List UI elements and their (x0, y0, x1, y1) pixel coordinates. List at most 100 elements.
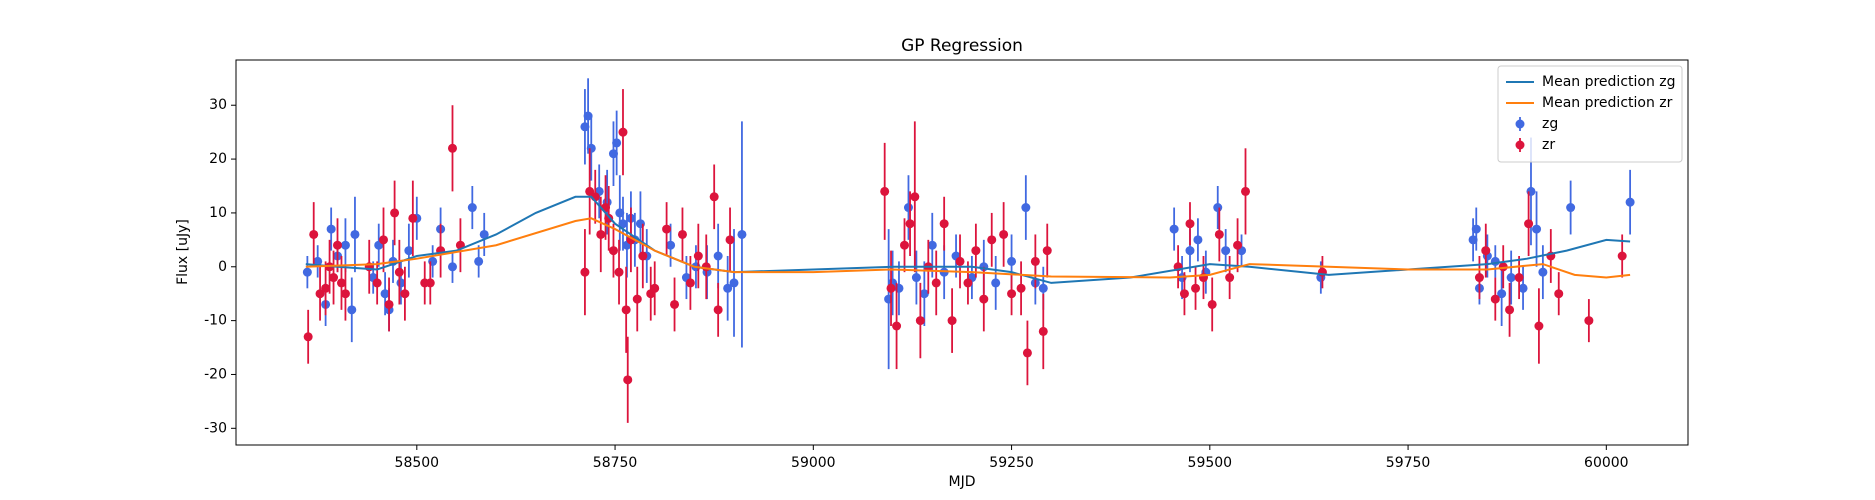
data-point (971, 246, 981, 256)
data-point (596, 229, 606, 239)
data-point (1481, 246, 1491, 256)
data-point (479, 229, 489, 239)
data-point (910, 192, 920, 202)
data-point (632, 294, 642, 304)
y-axis-label: Flux [uJy] (175, 219, 191, 285)
data-point (1497, 289, 1507, 299)
data-point (384, 299, 394, 309)
x-tick-label: 59750 (1386, 455, 1431, 471)
data-point (1221, 246, 1231, 256)
data-point (1193, 235, 1203, 245)
data-point (340, 240, 350, 250)
data-point (919, 289, 929, 299)
legend-swatch (1515, 140, 1525, 150)
plot-area (302, 78, 1635, 423)
data-point (336, 278, 346, 288)
data-point (677, 229, 687, 239)
data-point (404, 246, 414, 256)
legend-label: Mean prediction zr (1542, 95, 1673, 111)
data-point (650, 283, 660, 293)
y-tick-label: 30 (209, 97, 227, 113)
axes-frame (235, 59, 1689, 446)
data-point (1532, 224, 1542, 234)
data-point (1042, 246, 1052, 256)
x-tick-label: 58500 (395, 455, 440, 471)
data-point (321, 283, 331, 293)
data-point (614, 267, 624, 277)
data-point (615, 208, 625, 218)
data-point (955, 256, 965, 266)
data-point (1514, 273, 1524, 283)
data-point (447, 262, 457, 272)
data-point (425, 278, 435, 288)
data-point (1506, 273, 1516, 283)
data-point (1021, 203, 1031, 213)
data-point (991, 278, 1001, 288)
data-point (905, 219, 915, 229)
data-point (927, 240, 937, 250)
mean-line (305, 217, 1631, 279)
data-point (347, 305, 357, 315)
data-point (1038, 283, 1048, 293)
data-point (1016, 283, 1026, 293)
data-point (1554, 289, 1564, 299)
data-point (693, 251, 703, 261)
data-point (1213, 203, 1223, 213)
legend-label: zr (1542, 137, 1555, 153)
data-point (670, 299, 680, 309)
data-point (911, 273, 921, 283)
data-point (1241, 186, 1251, 196)
data-point (467, 203, 477, 213)
data-point (1007, 256, 1017, 266)
y-tick-label: 10 (209, 205, 227, 221)
data-point (723, 283, 733, 293)
x-tick-label: 59000 (791, 455, 836, 471)
data-point (1179, 289, 1189, 299)
data-point (638, 251, 648, 261)
data-point (1490, 294, 1500, 304)
data-point (709, 192, 719, 202)
y-tick-label: -10 (204, 313, 227, 329)
x-tick-label: 60000 (1584, 455, 1629, 471)
data-point (701, 262, 711, 272)
data-point (447, 143, 457, 153)
data-point (886, 283, 896, 293)
data-point (666, 240, 676, 250)
data-point (380, 289, 390, 299)
data-point (947, 316, 957, 326)
data-point (313, 256, 323, 266)
data-point (372, 278, 382, 288)
data-point (1185, 246, 1195, 256)
data-point (1471, 224, 1481, 234)
data-point (1207, 299, 1217, 309)
data-point (1185, 219, 1195, 229)
data-point (713, 305, 723, 315)
data-point (915, 316, 925, 326)
data-point (378, 235, 388, 245)
legend-swatch (1515, 119, 1525, 129)
data-point (987, 235, 997, 245)
data-point (1030, 256, 1040, 266)
data-point (979, 294, 989, 304)
data-point (350, 229, 360, 239)
data-point (618, 127, 628, 137)
data-point (1022, 348, 1032, 358)
data-point (1538, 267, 1548, 277)
data-point (329, 273, 339, 283)
data-point (903, 203, 913, 213)
data-point (612, 138, 622, 148)
data-point (1214, 229, 1224, 239)
data-point (931, 278, 941, 288)
data-point (892, 321, 902, 331)
y-tick-label: -30 (204, 420, 227, 436)
data-point (725, 235, 735, 245)
data-point (474, 256, 484, 266)
data-point (1468, 235, 1478, 245)
x-tick-label: 59500 (1188, 455, 1233, 471)
data-point (340, 289, 350, 299)
data-point (729, 278, 739, 288)
data-point (400, 289, 410, 299)
data-point (1584, 316, 1594, 326)
mean-line (305, 195, 1631, 284)
x-tick-label: 58750 (593, 455, 638, 471)
